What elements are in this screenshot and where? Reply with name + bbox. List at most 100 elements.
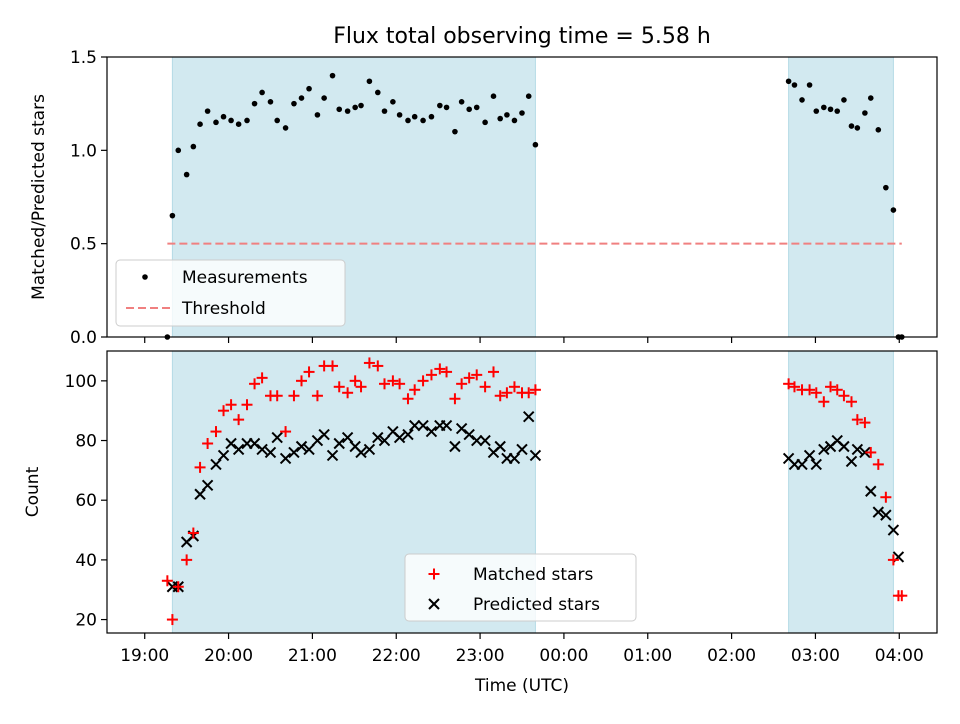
x-stroke-b xyxy=(471,434,483,447)
predicted-star-point xyxy=(479,434,491,447)
x-tick-label: 01:00 xyxy=(623,646,672,666)
matched-star-point xyxy=(804,384,816,396)
matched-star-point xyxy=(859,417,871,429)
measurement-point xyxy=(411,113,418,120)
legend-matched-marker xyxy=(428,568,440,580)
matched-star-point xyxy=(349,375,361,387)
matched-star-point xyxy=(825,381,837,393)
matched-star-point xyxy=(887,554,899,566)
matched-star-point xyxy=(249,378,261,390)
matched-star-point xyxy=(449,393,461,405)
matched-star-point xyxy=(363,357,375,369)
predicted-star-point xyxy=(225,437,237,450)
matched-star-point xyxy=(210,426,222,438)
measurement-point xyxy=(883,184,889,191)
x-stroke-b xyxy=(264,446,277,459)
x-stroke-b xyxy=(831,434,843,447)
measurement-point xyxy=(799,97,805,103)
measurement-point xyxy=(336,106,343,113)
x-tick-label: 02:00 xyxy=(707,646,756,666)
matched-star-point xyxy=(471,369,483,381)
x-stroke-b xyxy=(232,443,245,456)
measurement-point xyxy=(244,117,250,124)
measurement-point xyxy=(848,123,855,129)
top-y-ticks: 0.0 0.5 1.0 1.5 xyxy=(70,48,107,348)
predicted-star-point xyxy=(264,446,277,459)
top-legend: Measurements Threshold xyxy=(115,259,346,327)
matched-star-point xyxy=(387,375,399,387)
matched-star-point xyxy=(880,491,892,503)
x-stroke-b xyxy=(880,509,892,521)
x-stroke-b xyxy=(425,425,438,438)
x-stroke-b xyxy=(838,440,850,453)
matched-star-point xyxy=(166,614,178,626)
measurement-point xyxy=(473,104,480,111)
matched-star-point xyxy=(783,378,795,390)
predicted-star-point xyxy=(810,458,822,471)
measurement-point xyxy=(298,95,305,101)
matched-star-point xyxy=(896,590,908,602)
x-stroke-b xyxy=(872,506,885,518)
measurement-point xyxy=(251,100,258,107)
measurement-point xyxy=(228,117,234,124)
x-stroke-b xyxy=(341,431,354,444)
measurement-point xyxy=(791,82,798,88)
measurement-point xyxy=(314,112,321,118)
predicted-star-point xyxy=(408,419,421,432)
predicted-star-point xyxy=(217,449,230,462)
measurement-point xyxy=(291,100,297,107)
predicted-star-point xyxy=(516,443,528,456)
x-stroke-b xyxy=(440,419,453,432)
matched-star-point xyxy=(187,527,199,539)
predicted-star-point xyxy=(256,443,268,456)
predicted-star-point xyxy=(248,437,261,450)
figure-title: Flux total observing time = 5.58 h xyxy=(333,24,711,49)
measurement-point xyxy=(183,171,190,178)
measurement-point xyxy=(452,128,458,135)
top-axes-frame xyxy=(106,56,938,338)
matched-star-point xyxy=(523,387,535,399)
shaded-interval xyxy=(788,350,894,634)
predicted-star-point xyxy=(887,524,900,536)
x-tick-label: 19:00 xyxy=(120,646,169,666)
matched-star-point xyxy=(271,390,283,402)
measurement-point xyxy=(458,99,465,105)
predicted-star-point xyxy=(201,479,214,491)
measurement-point xyxy=(443,104,450,111)
predicted-star-point xyxy=(455,422,468,435)
measurement-point xyxy=(405,117,411,124)
measurement-point xyxy=(497,115,504,122)
x-stroke-b xyxy=(455,422,468,435)
x-stroke-b xyxy=(378,434,391,447)
x-stroke-b xyxy=(248,437,261,450)
matched-star-point xyxy=(810,387,822,399)
matched-star-point xyxy=(355,381,367,393)
measurement-point xyxy=(197,121,203,127)
x-stroke-b xyxy=(516,443,528,456)
matched-star-point xyxy=(241,399,253,411)
predicted-star-point xyxy=(288,446,300,459)
measurement-point xyxy=(511,117,518,124)
matched-star-point xyxy=(372,360,384,372)
measurement-point xyxy=(862,110,868,116)
x-stroke-b xyxy=(402,428,414,441)
x-stroke-b xyxy=(349,440,361,453)
measurement-point xyxy=(532,141,539,148)
predicted-star-point xyxy=(417,419,429,432)
matched-star-point xyxy=(280,426,292,438)
measurement-point xyxy=(274,117,280,124)
x-stroke-b xyxy=(887,524,900,536)
predicted-star-point xyxy=(851,443,864,456)
x-stroke-b xyxy=(393,431,406,444)
measurement-point xyxy=(396,112,403,118)
x-stroke-b xyxy=(271,431,283,444)
measurement-point xyxy=(867,95,874,101)
x-stroke-b xyxy=(845,455,858,468)
predicted-star-point xyxy=(333,437,345,450)
predicted-star-point xyxy=(372,431,384,444)
legend-predicted-marker xyxy=(428,598,440,610)
predicted-star-point xyxy=(471,434,483,447)
predicted-star-point xyxy=(522,410,535,423)
x-stroke-b xyxy=(449,440,461,453)
y-tick-label: 0.0 xyxy=(70,328,97,348)
